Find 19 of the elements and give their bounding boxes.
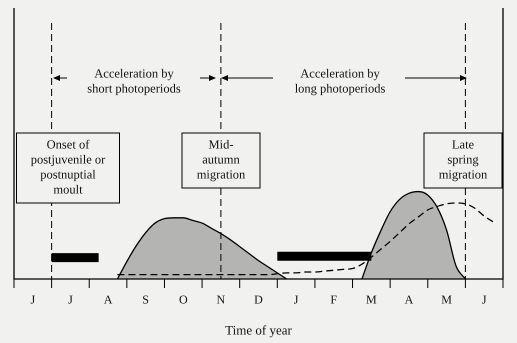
x-axis-title: Time of year <box>225 322 293 338</box>
x-tick-label: J <box>30 292 36 306</box>
x-tick-label: N <box>216 292 226 306</box>
text: Mid- autumn migration <box>196 138 246 182</box>
x-tick-label: S <box>142 292 149 306</box>
x-tick-label: A <box>404 292 414 306</box>
x-tick-label: O <box>178 292 188 306</box>
annotation: Onset of postjuvenile or postnuptial moult <box>30 138 106 197</box>
x-tick-label: M <box>366 292 378 306</box>
x-tick-label: D <box>254 292 264 306</box>
x-tick-label: M <box>441 292 452 306</box>
text: Acceleration by long photoperiods <box>294 66 386 96</box>
text: Late spring migration <box>438 138 488 182</box>
x-tick-label: A <box>104 292 113 306</box>
x-tick-label: J <box>294 292 299 306</box>
x-tick-label: F <box>330 292 338 306</box>
x-tick-label: J <box>482 292 487 306</box>
text: Acceleration by short photoperiods <box>87 66 181 96</box>
x-tick-label: J <box>68 292 74 306</box>
